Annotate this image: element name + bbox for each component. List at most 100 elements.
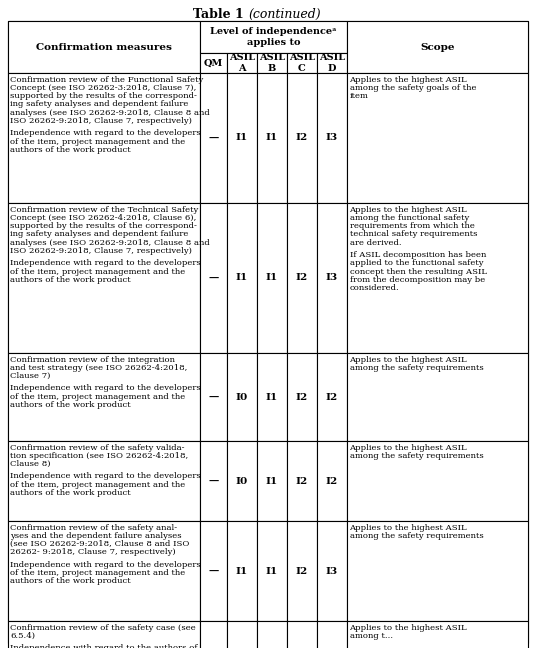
Text: Clause 8): Clause 8)	[11, 460, 51, 468]
Text: Confirmation review of the Technical Safety: Confirmation review of the Technical Saf…	[11, 205, 199, 213]
Text: I1: I1	[266, 393, 278, 402]
Text: supported by the results of the correspond-: supported by the results of the correspo…	[11, 92, 197, 100]
Text: ASIL
D: ASIL D	[319, 53, 345, 73]
Text: —: —	[209, 566, 219, 575]
Bar	[287, 353, 317, 441]
Text: among the safety goals of the: among the safety goals of the	[349, 84, 476, 92]
Text: I2: I2	[296, 566, 308, 575]
Text: tion specification (see ISO 26262-4:2018,: tion specification (see ISO 26262-4:2018…	[11, 452, 189, 460]
Text: I1: I1	[266, 476, 278, 485]
Bar	[287, 73, 317, 203]
Text: Table 1: Table 1	[193, 8, 248, 21]
Text: technical safety requirements: technical safety requirements	[349, 231, 477, 238]
Text: authors of the work product: authors of the work product	[11, 489, 131, 497]
Text: Independence with regard to the developers: Independence with regard to the develope…	[11, 130, 201, 137]
Text: applied to the functional safety: applied to the functional safety	[349, 259, 483, 268]
Text: Independence with regard to the developers: Independence with regard to the develope…	[11, 259, 201, 268]
Text: authors of the work product: authors of the work product	[11, 276, 131, 284]
Bar	[347, 353, 528, 441]
Text: are derived.: are derived.	[349, 238, 401, 247]
Bar	[227, 203, 257, 353]
Text: (continued): (continued)	[248, 8, 321, 21]
Bar	[257, 203, 287, 353]
Text: analyses (see ISO 26262-9:2018, Clause 8 and: analyses (see ISO 26262-9:2018, Clause 8…	[11, 109, 210, 117]
Text: I0: I0	[236, 393, 248, 402]
Text: —: —	[209, 393, 219, 402]
Text: —: —	[209, 476, 219, 485]
Bar	[227, 353, 257, 441]
Text: Independence with regard to the developers: Independence with regard to the develope…	[11, 472, 201, 480]
Bar	[317, 441, 347, 521]
Text: authors of the work product: authors of the work product	[11, 146, 131, 154]
Text: Applies to the highest ASIL: Applies to the highest ASIL	[349, 623, 467, 632]
Bar	[8, 353, 200, 441]
Text: yses and the dependent failure analyses: yses and the dependent failure analyses	[11, 532, 182, 540]
Text: among t...: among t...	[349, 632, 393, 640]
Bar	[257, 53, 287, 73]
Text: Applies to the highest ASIL: Applies to the highest ASIL	[349, 356, 467, 364]
Text: supported by the results of the correspond-: supported by the results of the correspo…	[11, 222, 197, 230]
Bar	[347, 621, 528, 648]
Text: Concept (see ISO 26262-3:2018, Clause 7),: Concept (see ISO 26262-3:2018, Clause 7)…	[11, 84, 197, 92]
Bar	[227, 621, 257, 648]
Text: Independence with regard to the developers: Independence with regard to the develope…	[11, 384, 201, 393]
Bar	[200, 521, 227, 621]
Text: and test strategy (see ISO 26262-4:2018,: and test strategy (see ISO 26262-4:2018,	[11, 364, 188, 372]
Bar	[200, 73, 227, 203]
Text: analyses (see ISO 26262-9:2018, Clause 8 and: analyses (see ISO 26262-9:2018, Clause 8…	[11, 238, 210, 247]
Text: I2: I2	[296, 133, 308, 143]
Bar	[257, 353, 287, 441]
Text: I2: I2	[296, 273, 308, 283]
Text: Applies to the highest ASIL: Applies to the highest ASIL	[349, 76, 467, 84]
Text: authors of the work product: authors of the work product	[11, 401, 131, 409]
Bar	[227, 73, 257, 203]
Text: of the item, project management and the: of the item, project management and the	[11, 137, 186, 146]
Bar	[317, 53, 347, 73]
Text: If ASIL decomposition has been: If ASIL decomposition has been	[349, 251, 486, 259]
Bar	[287, 521, 317, 621]
Text: QM: QM	[204, 58, 223, 67]
Bar	[347, 21, 528, 73]
Text: Confirmation review of the safety anal-: Confirmation review of the safety anal-	[11, 524, 177, 531]
Text: Confirmation review of the safety case (see: Confirmation review of the safety case (…	[11, 623, 196, 632]
Bar	[287, 621, 317, 648]
Text: I3: I3	[326, 133, 338, 143]
Text: among the safety requirements: among the safety requirements	[349, 364, 483, 372]
Text: I1: I1	[266, 566, 278, 575]
Bar	[347, 521, 528, 621]
Text: I1: I1	[266, 133, 278, 143]
Text: I1: I1	[236, 566, 248, 575]
Bar	[347, 441, 528, 521]
Bar	[8, 203, 200, 353]
Text: I3: I3	[326, 273, 338, 283]
Text: I0: I0	[236, 476, 248, 485]
Bar	[200, 21, 347, 53]
Bar	[200, 441, 227, 521]
Bar	[257, 441, 287, 521]
Bar	[287, 203, 317, 353]
Text: 6.5.4): 6.5.4)	[11, 632, 35, 640]
Text: concept then the resulting ASIL: concept then the resulting ASIL	[349, 268, 487, 275]
Text: Confirmation review of the integration: Confirmation review of the integration	[11, 356, 175, 364]
Text: of the item, project management and the: of the item, project management and the	[11, 569, 186, 577]
Text: Level of independenceᵃ
applies to: Level of independenceᵃ applies to	[210, 27, 337, 47]
Bar	[8, 621, 200, 648]
Bar	[257, 73, 287, 203]
Text: among the safety requirements: among the safety requirements	[349, 452, 483, 460]
Text: Applies to the highest ASIL: Applies to the highest ASIL	[349, 205, 467, 213]
Text: —: —	[209, 273, 219, 283]
Text: I3: I3	[326, 566, 338, 575]
Bar	[227, 441, 257, 521]
Text: requirements from which the: requirements from which the	[349, 222, 474, 230]
Text: ing safety analyses and dependent failure: ing safety analyses and dependent failur…	[11, 231, 189, 238]
Bar	[200, 621, 227, 648]
Text: among the functional safety: among the functional safety	[349, 214, 469, 222]
Text: of the item, project management and the: of the item, project management and the	[11, 481, 186, 489]
Text: ing safety analyses and dependent failure: ing safety analyses and dependent failur…	[11, 100, 189, 108]
Text: I1: I1	[236, 273, 248, 283]
Text: Concept (see ISO 26262-4:2018, Clause 6),: Concept (see ISO 26262-4:2018, Clause 6)…	[11, 214, 197, 222]
Bar	[317, 73, 347, 203]
Bar	[200, 53, 227, 73]
Text: I2: I2	[326, 393, 338, 402]
Text: of the item, project management and the: of the item, project management and the	[11, 393, 186, 400]
